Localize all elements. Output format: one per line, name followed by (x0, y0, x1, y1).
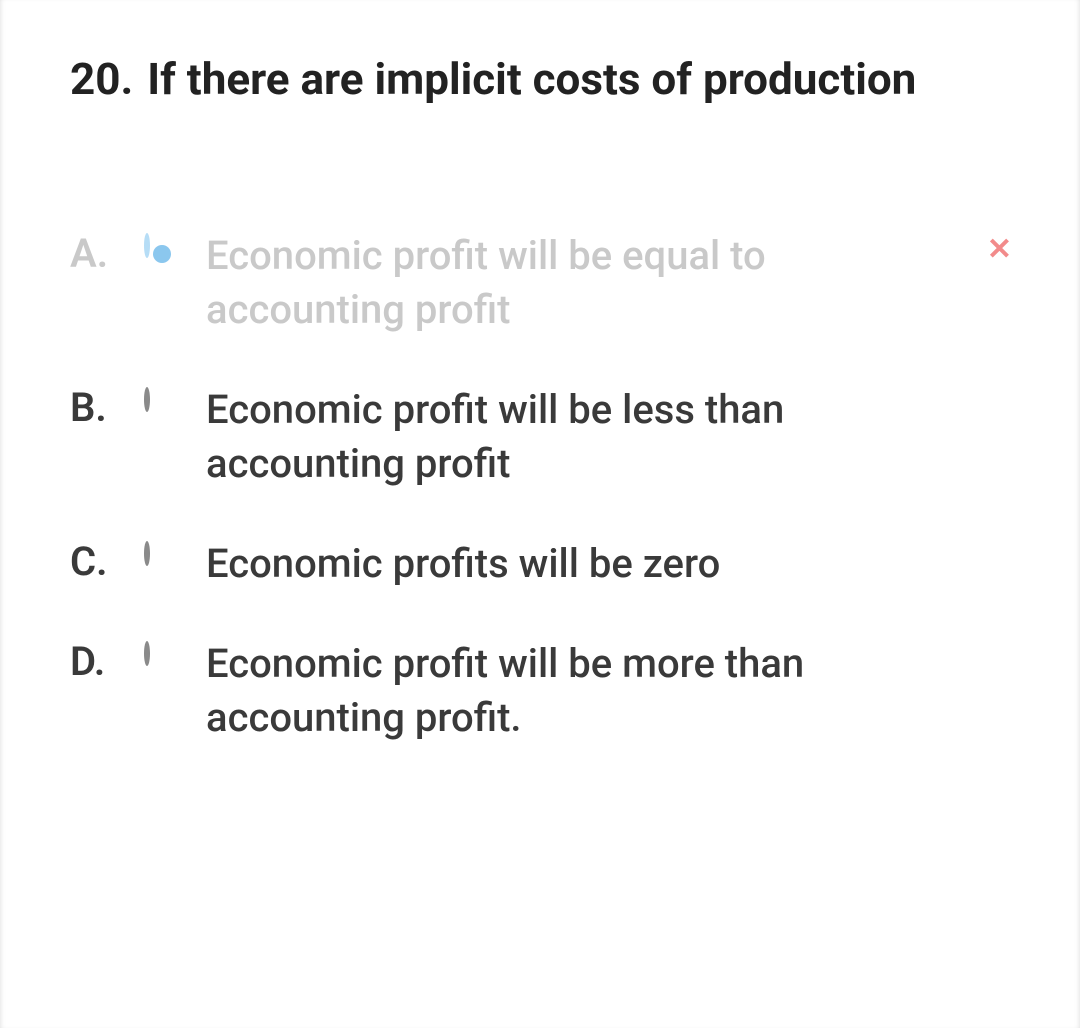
question-card: 20. If there are implicit costs of produ… (0, 0, 1080, 1028)
option-letter: D. (70, 637, 144, 687)
option-letter: C. (70, 537, 144, 587)
option-a[interactable]: A. Economic profit will be equal to acco… (70, 229, 1020, 337)
radio-icon[interactable] (144, 544, 180, 580)
option-text: Economic profit will be more than accoun… (206, 637, 1020, 745)
option-letter: A. (70, 229, 144, 279)
question-text: If there are implicit costs of productio… (147, 50, 1020, 109)
options-list: A. Economic profit will be equal to acco… (70, 229, 1020, 745)
wrong-icon: ✕ (987, 235, 1012, 265)
option-text: Economic profit will be less than accoun… (206, 383, 1020, 491)
option-d[interactable]: D. Economic profit will be more than acc… (70, 637, 1020, 745)
option-c[interactable]: C. Economic profits will be zero (70, 537, 1020, 591)
option-text: Economic profits will be zero (206, 537, 1020, 591)
question-block: 20. If there are implicit costs of produ… (70, 50, 1020, 109)
radio-icon[interactable] (144, 390, 180, 426)
option-b[interactable]: B. Economic profit will be less than acc… (70, 383, 1020, 491)
radio-icon[interactable] (144, 644, 180, 680)
option-letter: B. (70, 383, 144, 433)
radio-icon[interactable] (144, 236, 180, 272)
option-text: Economic profit will be equal to account… (206, 229, 1020, 337)
question-number: 20. (70, 50, 133, 109)
